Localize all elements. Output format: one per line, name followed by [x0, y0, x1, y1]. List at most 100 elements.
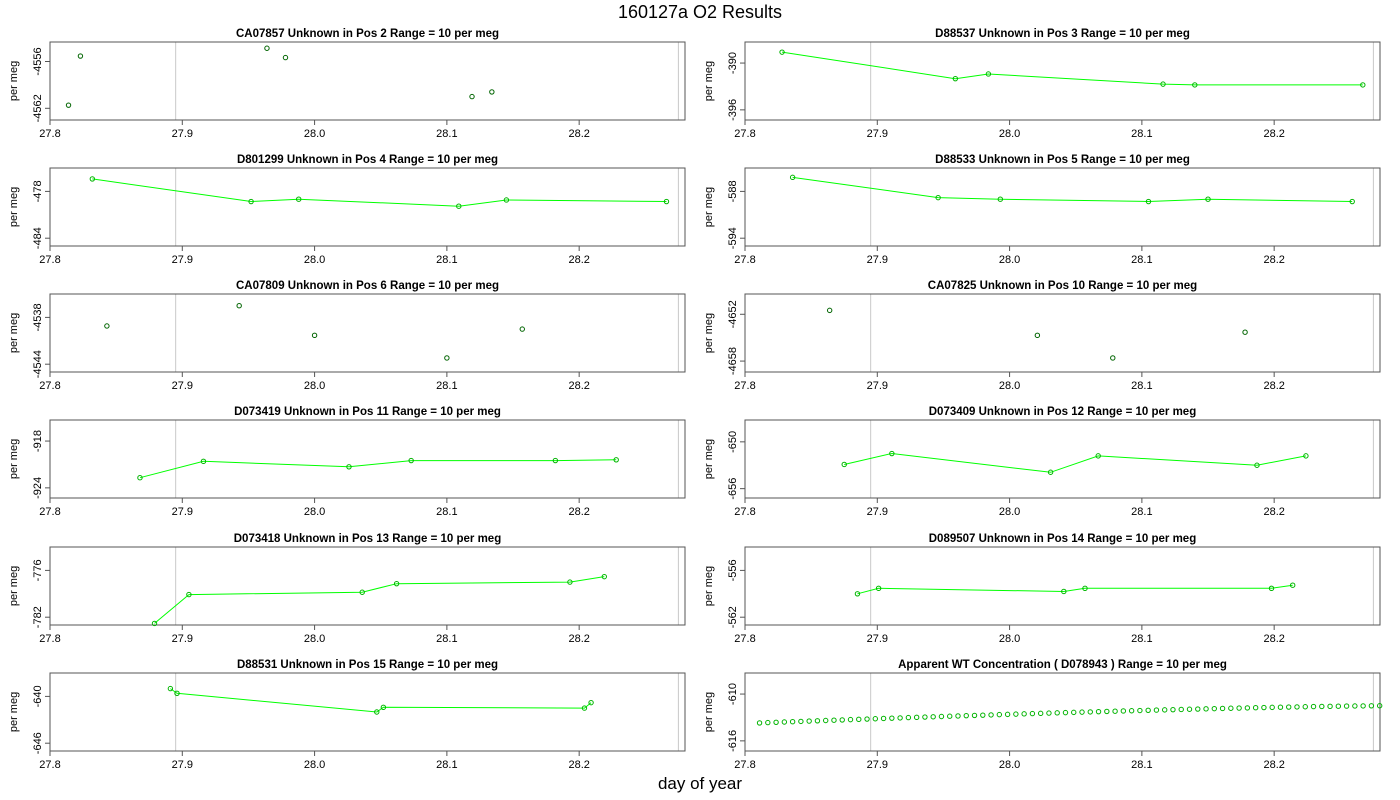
- plot-frame: [744, 167, 1381, 247]
- x-tick-label: 27.8: [39, 759, 60, 771]
- data-point: [663, 198, 670, 205]
- y-tick-label: -556: [727, 559, 739, 581]
- plot-frame: [49, 672, 686, 752]
- data-point: [588, 699, 594, 706]
- data-point: [567, 579, 573, 585]
- x-tick-label: 28.0: [304, 506, 325, 518]
- x-tick-label: 27.9: [172, 759, 193, 771]
- x-tick-label: 27.9: [867, 759, 888, 771]
- data-point: [1252, 705, 1259, 711]
- data-point: [374, 709, 380, 715]
- data-point: [581, 705, 588, 711]
- plot-frame: [49, 419, 686, 499]
- data-point: [1376, 703, 1383, 709]
- x-tick-label: 28.2: [568, 506, 589, 518]
- data-point: [905, 714, 912, 721]
- panel-title: Apparent WT Concentration ( D078943 ) Ra…: [898, 659, 1227, 671]
- y-tick-label: -484: [32, 227, 44, 249]
- data-point: [444, 355, 450, 361]
- data-point: [985, 71, 992, 77]
- series-line: [139, 459, 617, 479]
- y-axis-label: per meg: [8, 313, 20, 353]
- x-tick-label: 28.1: [436, 254, 457, 266]
- data-point: [359, 589, 365, 595]
- data-point: [1205, 196, 1211, 202]
- series-line: [781, 51, 1363, 86]
- x-tick-label: 28.0: [999, 254, 1020, 266]
- data-point: [264, 45, 270, 51]
- chart-panel-9: D073418 Unknown in Pos 13 Range = 10 per…: [8, 533, 686, 645]
- y-axis-label: per meg: [703, 61, 715, 101]
- x-tick-label: 27.8: [39, 128, 60, 140]
- data-point: [89, 176, 96, 182]
- data-point: [65, 102, 72, 108]
- data-point: [1145, 198, 1152, 205]
- x-tick-label: 28.0: [999, 633, 1020, 645]
- chart-panel-12: Apparent WT Concentration ( D078943 ) Ra…: [703, 659, 1383, 771]
- data-point: [456, 203, 462, 209]
- data-point: [963, 712, 969, 719]
- x-tick-label: 28.1: [1131, 380, 1152, 392]
- data-point: [311, 332, 318, 339]
- data-point: [1269, 704, 1275, 711]
- data-point: [1335, 703, 1342, 709]
- data-point: [1303, 453, 1309, 459]
- data-point: [1195, 706, 1201, 712]
- panel-title: D073418 Unknown in Pos 13 Range = 10 per…: [234, 533, 501, 545]
- x-tick-label: 27.8: [734, 506, 755, 518]
- y-tick-label: -918: [32, 430, 44, 452]
- data-point: [822, 717, 829, 724]
- data-point: [1170, 706, 1176, 713]
- data-point: [1160, 81, 1166, 87]
- x-tick-label: 27.9: [172, 633, 193, 645]
- chart-panel-5: CA07809 Unknown in Pos 6 Range = 10 per …: [8, 280, 686, 392]
- data-point: [1095, 453, 1101, 459]
- data-point: [980, 712, 986, 718]
- x-tick-label: 28.0: [999, 506, 1020, 518]
- x-tick-label: 27.9: [867, 506, 888, 518]
- y-tick-label: -4658: [727, 347, 739, 375]
- y-tick-label: -646: [32, 732, 44, 754]
- y-tick-label: -588: [727, 180, 739, 202]
- data-point: [1013, 711, 1019, 717]
- data-point: [1261, 704, 1267, 711]
- data-point: [996, 711, 1003, 718]
- data-point: [408, 457, 414, 464]
- data-point: [282, 54, 289, 61]
- data-point: [503, 197, 510, 203]
- data-point: [765, 719, 771, 726]
- y-tick-label: -616: [727, 730, 739, 752]
- data-point: [1128, 708, 1135, 714]
- data-point: [393, 580, 400, 587]
- y-axis-label: per meg: [8, 692, 20, 732]
- data-point: [889, 715, 895, 721]
- plot-frame: [49, 293, 686, 373]
- data-point: [1087, 709, 1093, 715]
- data-point: [137, 475, 143, 481]
- data-point: [1360, 82, 1366, 88]
- chart-panel-11: D88531 Unknown in Pos 15 Range = 10 per …: [8, 659, 686, 771]
- y-axis-label: per meg: [8, 61, 20, 101]
- data-point: [519, 326, 525, 332]
- y-tick-label: -656: [727, 478, 739, 500]
- data-point: [1268, 585, 1275, 592]
- x-tick-label: 28.0: [304, 759, 325, 771]
- data-point: [1021, 711, 1027, 717]
- data-point: [1192, 82, 1198, 88]
- data-point: [1294, 704, 1300, 710]
- panel-title: CA07857 Unknown in Pos 2 Range = 10 per …: [236, 28, 499, 40]
- data-point: [1352, 703, 1358, 709]
- data-point: [952, 75, 959, 82]
- data-point: [1242, 329, 1248, 335]
- x-tick-label: 27.9: [172, 254, 193, 266]
- x-tick-label: 28.1: [1131, 506, 1152, 518]
- chart-panel-3: D801299 Unknown in Pos 4 Range = 10 per …: [8, 154, 686, 266]
- data-point: [922, 714, 928, 720]
- data-point: [380, 704, 387, 711]
- y-tick-label: -562: [727, 606, 739, 628]
- data-point: [756, 720, 763, 726]
- chart-panel-6: CA07825 Unknown in Pos 10 Range = 10 per…: [703, 280, 1381, 392]
- data-point: [826, 307, 833, 314]
- data-point: [1061, 588, 1067, 595]
